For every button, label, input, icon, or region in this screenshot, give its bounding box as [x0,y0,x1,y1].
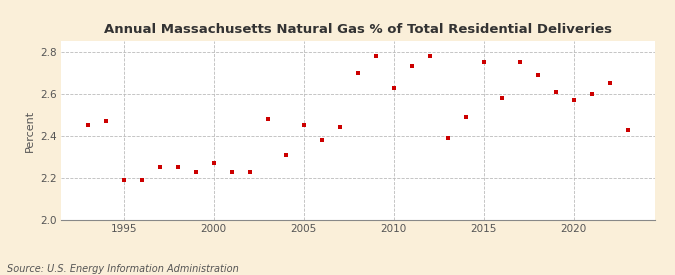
Point [136,178,147,182]
Point [371,54,381,58]
Point [244,169,255,174]
Y-axis label: Percent: Percent [24,109,34,152]
Point [442,136,453,140]
Point [460,115,471,119]
Point [280,153,291,157]
Point [604,81,615,86]
Point [226,169,237,174]
Point [533,73,543,77]
Text: Source: U.S. Energy Information Administration: Source: U.S. Energy Information Administ… [7,264,238,274]
Point [550,90,561,94]
Point [118,178,129,182]
Point [352,71,363,75]
Point [406,64,417,69]
Point [514,60,525,64]
Point [496,96,507,100]
Point [479,60,489,64]
Point [155,165,165,170]
Point [587,92,597,96]
Point [334,125,345,130]
Point [190,169,201,174]
Point [82,123,93,128]
Point [568,98,579,102]
Point [388,85,399,90]
Point [425,54,435,58]
Point [622,127,633,132]
Point [263,117,273,121]
Point [298,123,309,128]
Point [317,138,327,142]
Title: Annual Massachusetts Natural Gas % of Total Residential Deliveries: Annual Massachusetts Natural Gas % of To… [104,23,612,36]
Point [172,165,183,170]
Point [101,119,111,123]
Point [209,161,219,166]
